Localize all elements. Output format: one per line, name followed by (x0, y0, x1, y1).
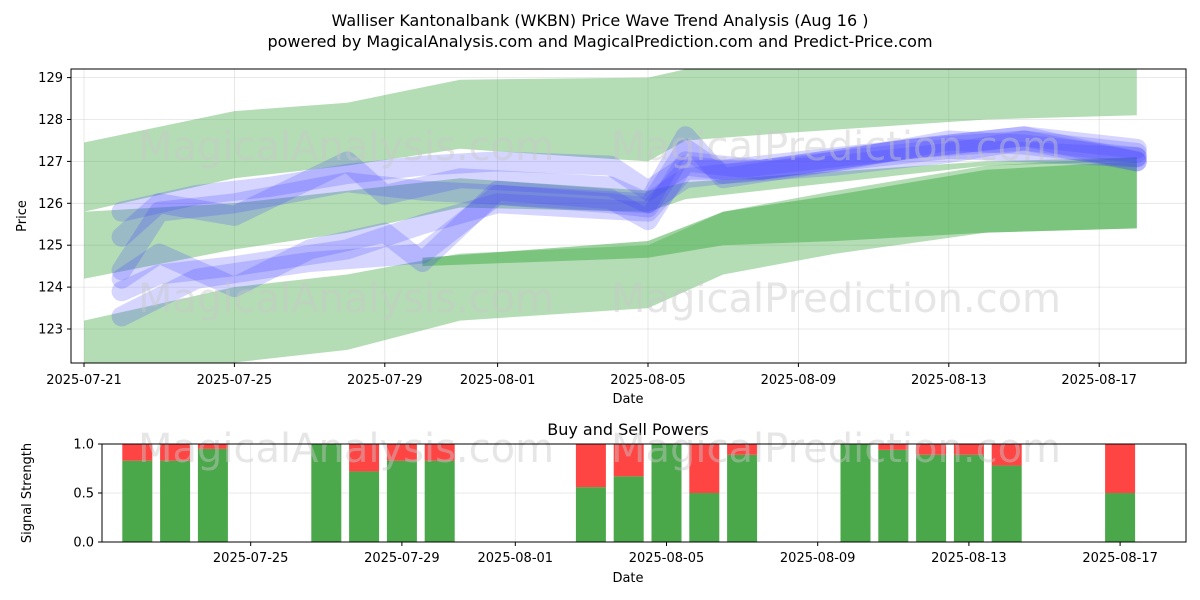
sell-bar-6 (424, 444, 455, 461)
price-frame (70, 68, 1187, 364)
power-x-tick-label-5: 2025-08-13 (931, 551, 1007, 566)
buy-bar-12 (840, 444, 871, 542)
power-chart: Buy and Sell Powers MagicalAnalysis.com … (20, 420, 1187, 586)
sell-bar-17 (1105, 444, 1136, 493)
price-watermark-3: MagicalAnalysis.com (138, 276, 554, 322)
price-watermark-4: MagicalPrediction.com (611, 276, 1061, 322)
price-watermark-1: MagicalAnalysis.com (138, 124, 554, 170)
power-title: Buy and Sell Powers (547, 420, 709, 439)
price-watermark-2: MagicalPrediction.com (611, 124, 1061, 170)
blue-waves (111, 126, 1147, 327)
blue-wave-2 (111, 130, 1147, 281)
buy-bar-3 (311, 444, 342, 542)
price-y-label: Price (15, 200, 30, 232)
green-bands (84, 69, 1137, 363)
green-band-0 (84, 69, 1137, 212)
sell-bar-13 (878, 444, 909, 450)
price-y-tick-label-2: 125 (38, 239, 63, 254)
price-chart: MagicalAnalysis.com MagicalPrediction.co… (15, 68, 1187, 407)
power-y-tick-label-0: 0.0 (73, 536, 94, 551)
buy-bar-9 (651, 444, 682, 542)
power-y-tick-label-2: 1.0 (73, 438, 94, 453)
price-y-tick-label-1: 124 (38, 281, 63, 296)
buy-bar-15 (953, 454, 984, 542)
power-watermark-1: MagicalAnalysis.com (138, 426, 554, 472)
chart-subtitle: powered by MagicalAnalysis.com and Magic… (267, 32, 932, 51)
buy-bar-17 (1105, 493, 1136, 542)
price-x-tick-label-0: 2025-07-21 (46, 373, 122, 388)
sell-bar-7 (575, 444, 606, 488)
buy-bar-14 (916, 454, 947, 542)
sell-bar-2 (197, 444, 228, 449)
price-plot-area (84, 69, 1147, 363)
sell-bar-15 (953, 444, 984, 455)
buy-bar-8 (613, 476, 644, 542)
price-x-tick-label-2: 2025-07-29 (347, 373, 423, 388)
blue-wave-5 (111, 138, 1147, 327)
sell-bar-14 (916, 444, 947, 455)
blue-wave-3 (111, 126, 1147, 298)
price-x-tick-label-4: 2025-08-05 (610, 373, 686, 388)
sell-bar-1 (160, 444, 191, 461)
buy-bar-7 (575, 487, 606, 542)
green-band-3 (422, 161, 1137, 267)
power-watermark-2: MagicalPrediction.com (611, 426, 1061, 472)
power-y-tick-label-1: 0.5 (73, 487, 94, 502)
green-band-1 (84, 157, 1137, 279)
sell-bar-16 (991, 444, 1022, 466)
buy-bar-6 (424, 460, 455, 542)
price-axes: 123 124 125 126 127 128 129 2025-07-21 2025-07-2… (38, 71, 1137, 388)
power-y-label: Signal Strength (20, 443, 35, 543)
blue-wave-4 (111, 130, 1147, 302)
power-x-tick-label-0: 2025-07-25 (213, 551, 289, 566)
buy-bar-10 (689, 493, 720, 542)
power-bars (122, 444, 1136, 542)
price-y-tick-label-0: 123 (38, 323, 63, 338)
buy-bar-4 (349, 471, 380, 542)
buy-bar-2 (197, 448, 228, 542)
buy-bar-1 (160, 460, 191, 542)
blue-wave-0 (111, 126, 1147, 222)
blue-wave-1 (111, 126, 1147, 247)
power-x-label: Date (612, 571, 643, 586)
sell-bar-8 (613, 444, 644, 477)
buy-bar-16 (991, 465, 1022, 542)
power-x-tick-label-2: 2025-08-01 (478, 551, 554, 566)
price-x-tick-label-3: 2025-08-01 (460, 373, 536, 388)
price-y-tick-label-4: 127 (38, 155, 63, 170)
power-x-tick-label-1: 2025-07-29 (364, 551, 440, 566)
sell-bar-11 (727, 444, 758, 455)
sell-bar-0 (122, 444, 153, 461)
sell-bar-10 (689, 444, 720, 493)
sell-bar-5 (386, 444, 417, 461)
power-x-tick-label-4: 2025-08-09 (780, 551, 856, 566)
buy-bar-11 (727, 454, 758, 542)
buy-bar-5 (386, 460, 417, 542)
power-x-tick-label-3: 2025-08-05 (629, 551, 705, 566)
power-axes: 0.0 0.5 1.0 2025-07-25 2025-07-29 2025-08-01 2… (73, 438, 1158, 567)
price-x-tick-label-6: 2025-08-13 (911, 373, 987, 388)
price-x-tick-label-7: 2025-08-17 (1061, 373, 1137, 388)
price-x-tick-label-1: 2025-07-25 (197, 373, 273, 388)
buy-bar-0 (122, 460, 153, 542)
chart-title: Walliser Kantonalbank (WKBN) Price Wave … (332, 11, 869, 30)
price-x-tick-label-5: 2025-08-09 (761, 373, 837, 388)
buy-bar-13 (878, 449, 909, 542)
price-x-label: Date (612, 392, 643, 407)
price-y-tick-label-5: 128 (38, 113, 63, 128)
price-y-tick-label-6: 129 (38, 71, 63, 86)
price-y-tick-label-3: 126 (38, 197, 63, 212)
power-x-tick-label-6: 2025-08-17 (1082, 551, 1158, 566)
sell-bar-4 (349, 444, 380, 472)
